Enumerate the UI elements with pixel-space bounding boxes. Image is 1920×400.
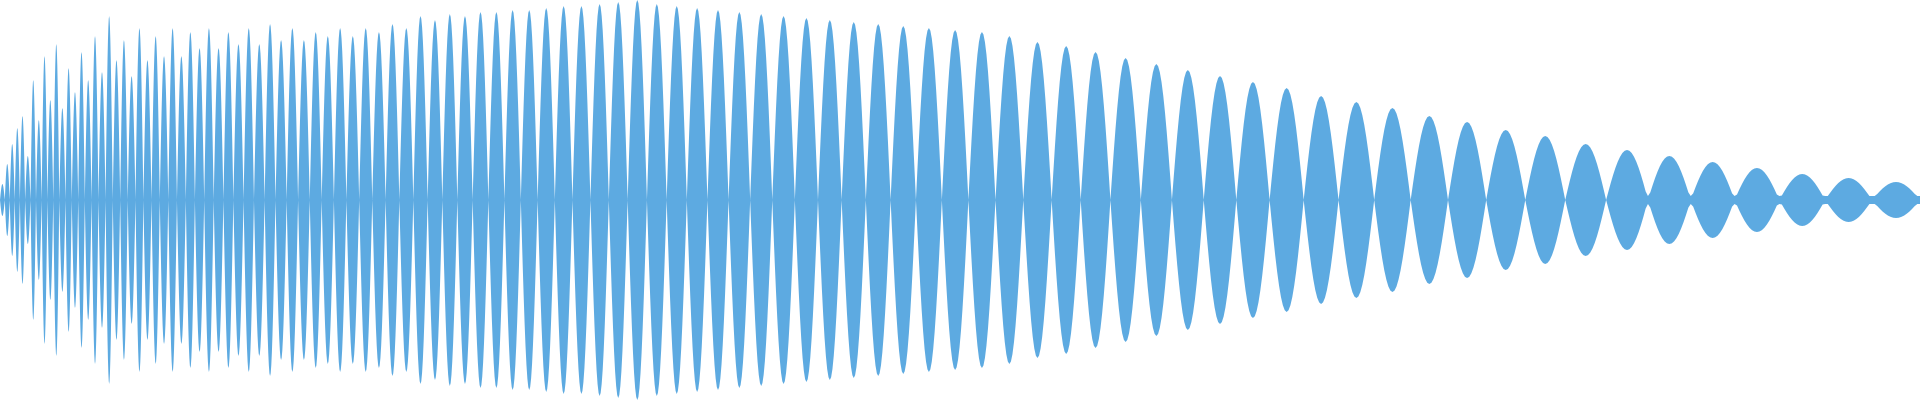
waveform-svg	[0, 0, 1920, 400]
waveform-fill	[0, 0, 1920, 400]
audio-waveform	[0, 0, 1920, 400]
